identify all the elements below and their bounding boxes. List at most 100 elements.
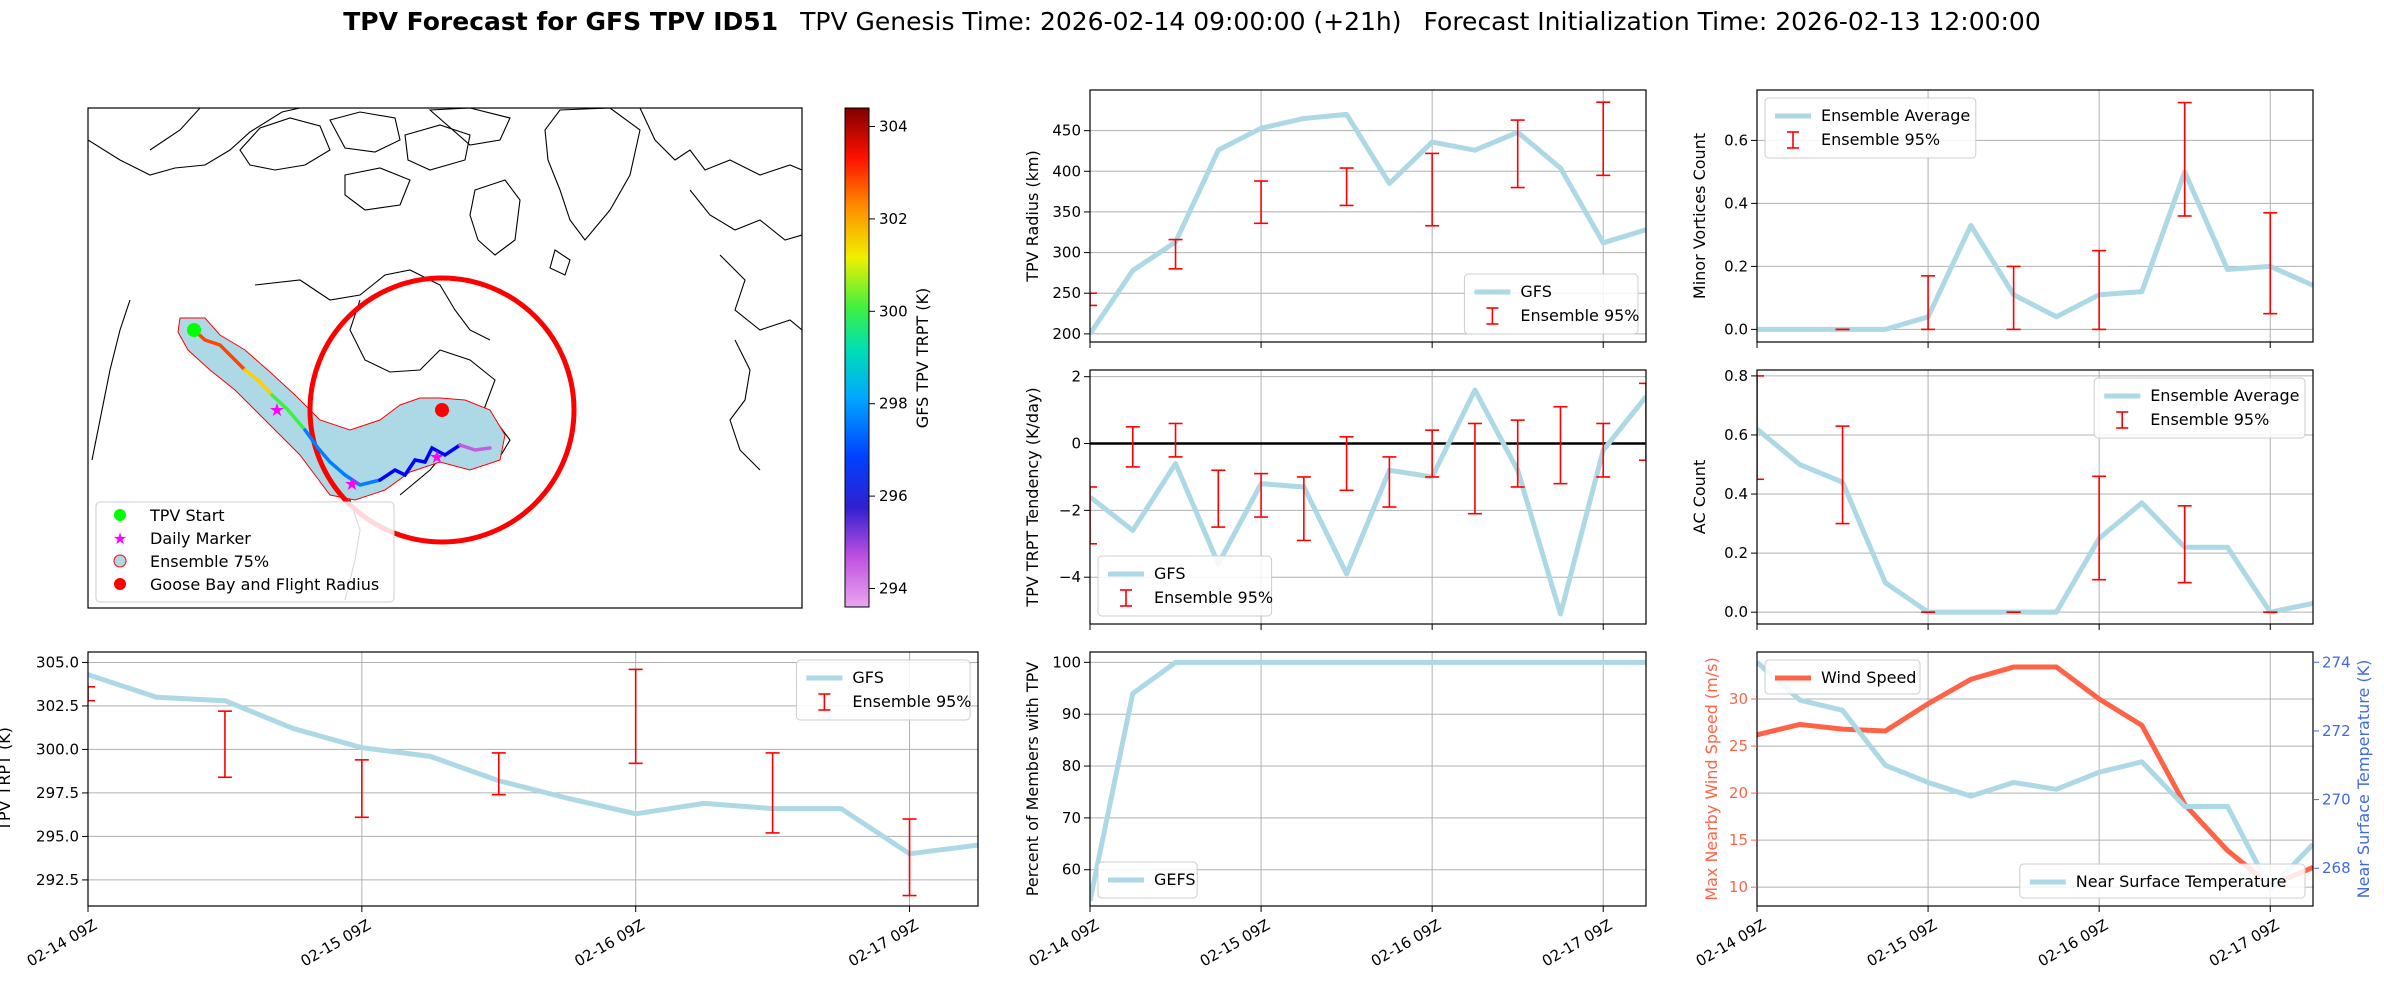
minor-vortices-chart: 0.0 0.2 0.4 0.6 Minor Vortices Count Ensemble… <box>1690 89 2314 348</box>
y-tick-label: 60 <box>1062 861 1081 879</box>
series-line-gfs <box>1090 111 1646 336</box>
figure-title-init: Forecast Initialization Time: 2026-02-13… <box>1424 7 2041 36</box>
chart-legend: GEFS <box>1097 861 1198 899</box>
legend-star-icon: ★ <box>113 529 127 548</box>
series-line-near-surface-temperature <box>1757 660 2313 892</box>
y-tick-label: 0.6 <box>1724 426 1748 444</box>
daily-marker-3: ★ <box>429 447 445 468</box>
goose-bay-marker <box>435 403 449 417</box>
tpv-track <box>192 328 492 487</box>
track-segment-6 <box>458 443 492 452</box>
colorbar-tick-label: 294 <box>879 580 908 598</box>
y-tick-label: 300 <box>1052 244 1081 262</box>
x-tick-label: 02-14 09Z <box>1026 916 1102 970</box>
errorbar <box>1090 486 1097 545</box>
y-tick-label: 0.4 <box>1724 485 1748 503</box>
x-tick-label: 02-15 09Z <box>1864 916 1940 970</box>
legend-ensemble-label: Ensemble 75% <box>150 552 269 571</box>
y-axis-label: Minor Vortices Count <box>1690 133 1709 299</box>
axes-frame <box>87 651 979 907</box>
errorbar <box>2092 249 2107 331</box>
legend-goose-label: Goose Bay and Flight Radius <box>150 575 379 594</box>
y-tick-label: 305.0 <box>36 653 79 671</box>
track-segment-2 <box>243 368 274 397</box>
y-tick-label: 10 <box>1729 878 1748 896</box>
y-tick-label: 302.5 <box>36 697 79 715</box>
map-legend-box <box>95 501 395 603</box>
coastline-greenland <box>544 108 641 241</box>
errorbar <box>1339 436 1354 492</box>
errorbar <box>628 668 643 765</box>
coastline-scandinavia <box>639 108 802 176</box>
errorbar <box>1382 456 1397 508</box>
series-line-ensemble-average <box>1757 169 2313 332</box>
legend-label: GFS <box>1154 564 1185 583</box>
x-tick-label: 02-16 09Z <box>2035 916 2111 970</box>
legend-label: GFS <box>852 668 883 687</box>
axes-frame <box>1089 369 1647 625</box>
errorbar <box>217 710 232 779</box>
legend-label: GEFS <box>1154 870 1196 889</box>
chart-legend: Ensemble Average Ensemble 95% <box>1764 97 1977 159</box>
tpv-start-marker <box>187 323 201 337</box>
coastline-island-1 <box>239 117 331 171</box>
map-legend: TPV Start ★ Daily Marker Ensemble 75% Go… <box>95 501 395 603</box>
radius-chart: 200 250 300 350 400 450 TPV Radius (km) GFS Ense… <box>1023 89 1647 348</box>
errorbar <box>1090 292 1097 307</box>
y-tick-label: 300.0 <box>36 740 79 758</box>
trpt-chart: 292.5 295.0 297.5 300.0 302.5 305.0 TPV TRPT (… <box>0 651 979 970</box>
errorbar <box>1168 422 1183 458</box>
colorbar-tick-label: 304 <box>879 117 908 135</box>
y-tick-label: −2 <box>1059 501 1081 519</box>
coastline-mainland <box>254 269 491 341</box>
axes-frame <box>1089 651 1647 907</box>
y-axis-label: TPV TRPT Tendency (K/day) <box>1023 387 1042 607</box>
errorbar <box>1296 476 1311 542</box>
series-line-gfs <box>88 672 978 857</box>
y-tick-label: 292.5 <box>36 871 79 889</box>
coastline-baffin <box>469 179 521 256</box>
coastline-hudson-bay <box>349 299 441 373</box>
y-tick-label: 0.2 <box>1724 257 1748 275</box>
x-tick-label: 02-16 09Z <box>571 916 647 970</box>
legend-box <box>1764 659 1921 695</box>
legend-box <box>2019 863 2306 899</box>
y-tick-label: 0.4 <box>1724 194 1748 212</box>
errorbar <box>1168 238 1183 270</box>
daily-marker-2: ★ <box>344 474 360 495</box>
track-segment-1 <box>192 328 247 372</box>
y2-tick-label: 270 <box>2322 791 2351 809</box>
x-tick-label: 02-17 09Z <box>1539 916 1615 970</box>
border-line <box>149 108 201 151</box>
y2-tick-label: 268 <box>2322 859 2351 877</box>
plot-area <box>1757 375 2313 615</box>
colorbar-ticks: 294 296 298 300 302 304 <box>869 117 908 598</box>
axes-frame <box>1756 369 2314 625</box>
errorbar <box>1596 101 1611 177</box>
legend-label: Ensemble 95% <box>1154 588 1273 607</box>
axes-frame <box>1089 89 1647 343</box>
y-tick-label: 250 <box>1052 284 1081 302</box>
legend-label: Wind Speed <box>1821 668 1916 687</box>
errorbar <box>1254 472 1269 518</box>
y-tick-label: 70 <box>1062 809 1081 827</box>
y-tick-label: 100 <box>1052 653 1081 671</box>
errorbar <box>1425 429 1440 478</box>
y-axis-label: Max Nearby Wind Speed (m/s) <box>1702 657 1721 900</box>
chart-legend: Wind Speed Near Surface Temperature <box>1764 659 2306 899</box>
coastline-island-4 <box>344 167 411 211</box>
y2-tick-label: 274 <box>2322 653 2351 671</box>
y-tick-label: 297.5 <box>36 784 79 802</box>
trpt-colorbar: 294 296 298 300 302 304 GFS TPV TRPT (K) <box>844 107 932 608</box>
y2-tick-label: 272 <box>2322 722 2351 740</box>
errorbar <box>2263 212 2278 315</box>
coastline-iberia <box>729 339 761 471</box>
y-tick-label: 450 <box>1052 122 1081 140</box>
y-axis-label: TPV Radius (km) <box>1023 150 1042 283</box>
errorbar <box>1339 167 1354 207</box>
y-tick-label: −4 <box>1059 568 1081 586</box>
series-line-gefs <box>1090 659 1646 902</box>
legend-box <box>2093 377 2306 439</box>
